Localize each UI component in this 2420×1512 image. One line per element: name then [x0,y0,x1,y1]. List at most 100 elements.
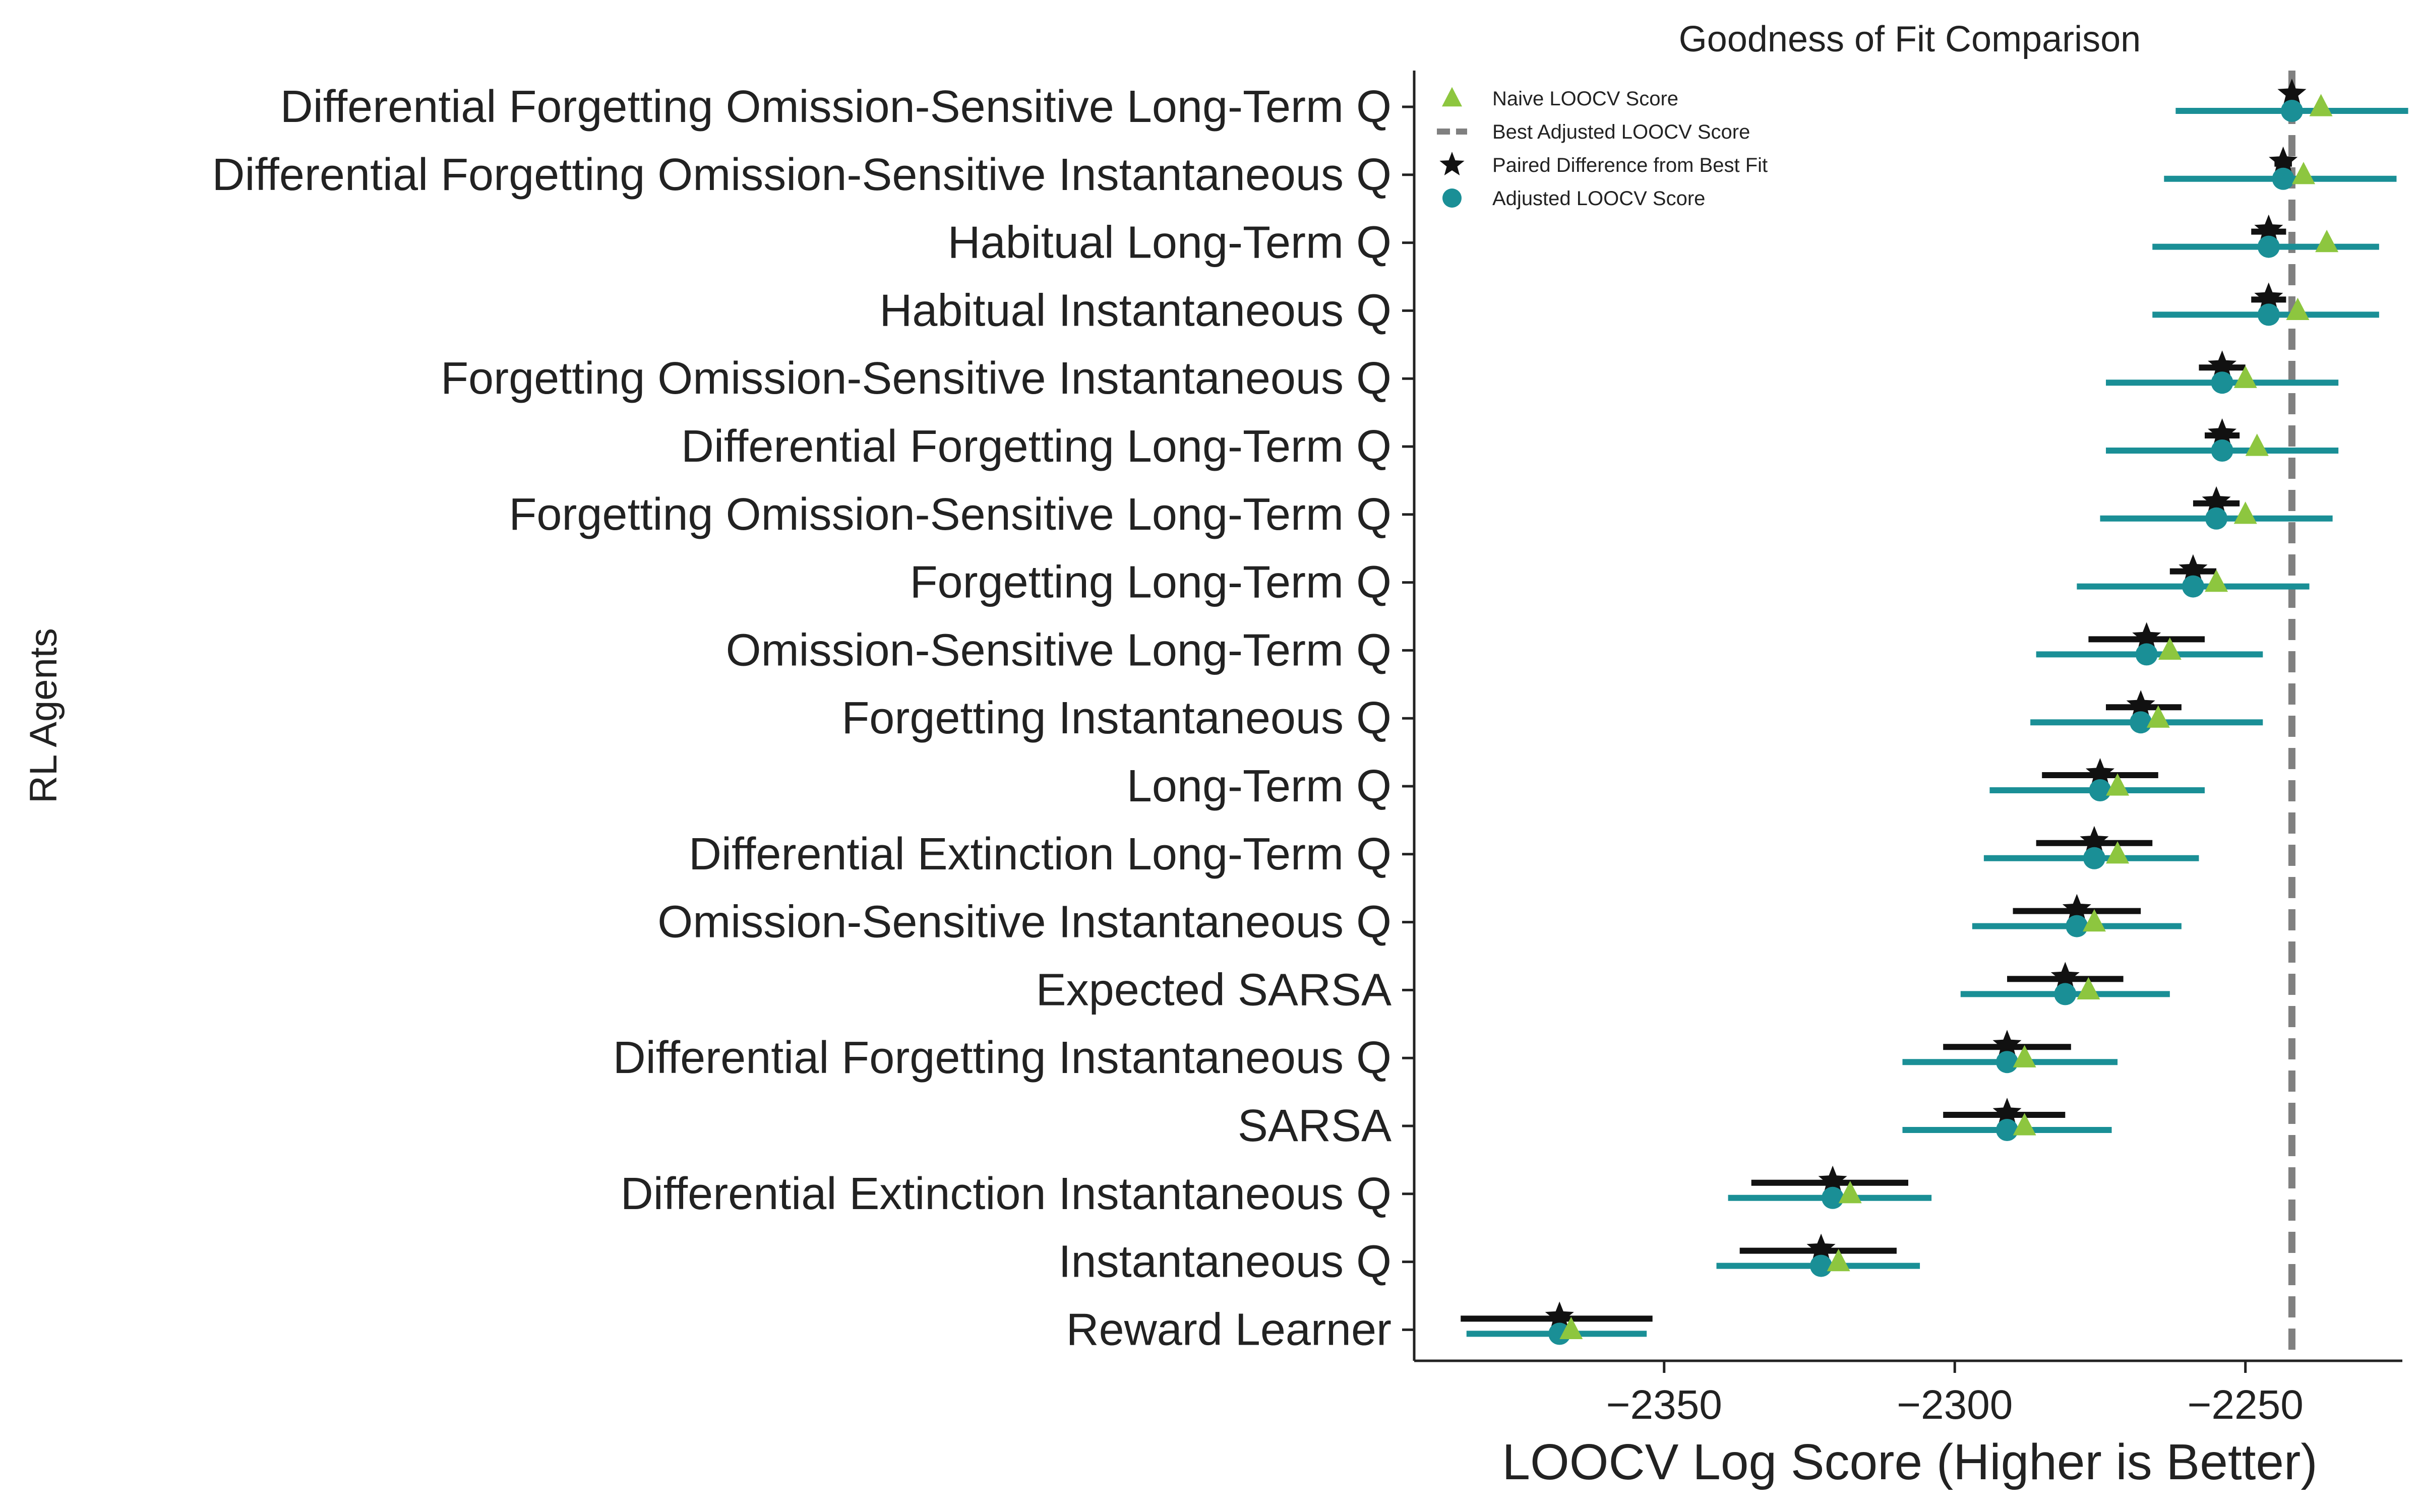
legend-adjusted-marker [1442,188,1462,208]
agent-row [2077,554,2310,598]
agent-label: Forgetting Omission-Sensitive Long-Term … [509,489,1392,540]
adjusted-point [2054,983,2077,1005]
agent-row [1461,1301,1653,1345]
paired-point [2277,79,2307,106]
agent-label: Reward Learner [1066,1304,1392,1355]
agent-label: Long-Term Q [1127,761,1392,811]
paired-point [2062,894,2091,921]
agent-row [1960,962,2170,1005]
adjusted-point [1548,1322,1571,1345]
agent-label: Differential Forgetting Long-Term Q [681,421,1392,472]
legend-label: Naive LOOCV Score [1492,88,1678,110]
agent-row [1902,1030,2118,1074]
naive-point [1838,1181,1862,1204]
naive-point [2286,297,2310,321]
x-tick-label: −2300 [1897,1382,2013,1428]
legend: Naive LOOCV Score Best Adjusted LOOCV Sco… [1437,87,1768,210]
naive-point [2315,229,2339,253]
naive-point [2146,705,2170,728]
legend-label: Adjusted LOOCV Score [1492,187,1705,210]
agent-row [1989,758,2205,801]
agent-row [1983,826,2199,869]
agent-label: Habitual Long-Term Q [948,218,1392,268]
naive-point [2082,909,2106,932]
paired-point [1806,1233,1836,1261]
paired-point [2208,350,2237,378]
agent-label: Expected SARSA [1036,965,1392,1015]
paired-point [1992,1030,2022,1057]
adjusted-point [2272,167,2294,190]
paired-point [2126,690,2155,718]
naive-point [1559,1316,1583,1340]
legend-naive-marker [1442,87,1462,107]
naive-point [2205,569,2228,592]
agent-row [2036,622,2263,666]
naive-point [2233,501,2257,524]
adjusted-point [1822,1186,1844,1209]
adjusted-point [2066,915,2088,937]
paired-point [1818,1165,1847,1193]
naive-point [2013,1045,2036,1067]
axes: Differential Forgetting Omission-Sensiti… [212,71,2402,1428]
adjusted-point [2211,439,2233,462]
agent-label: Omission-Sensitive Long-Term Q [726,625,1392,675]
adjusted-point [1996,1119,2018,1141]
agent-row [2152,282,2379,326]
agent-label: Differential Forgetting Instantaneous Q [613,1033,1392,1083]
agent-row [2106,418,2339,462]
naive-point [2245,433,2269,456]
agent-row [2106,350,2339,394]
naive-point [2292,162,2315,184]
naive-point [1827,1248,1850,1272]
x-tick-label: −2350 [1606,1382,1722,1428]
paired-point [1992,1098,2022,1125]
paired-point [2080,826,2109,854]
paired-point [2050,962,2080,989]
adjusted-point [2257,235,2280,258]
agent-row [2030,690,2263,734]
adjusted-point [2280,100,2303,122]
adjusted-point [2130,711,2152,734]
agent-row [2100,486,2333,530]
agent-label: Differential Extinction Instantaneous Q [621,1169,1392,1219]
legend-label: Paired Difference from Best Fit [1492,154,1768,176]
adjusted-point [2205,507,2228,530]
paired-point [2179,554,2208,582]
plot-area [1461,71,2408,1361]
paired-point [2202,486,2231,514]
x-axis-title: LOOCV Log Score (Higher is Better) [1502,1434,2317,1490]
paired-point [2085,758,2114,786]
adjusted-point [2083,847,2105,869]
adjusted-point [2211,371,2233,394]
agent-label: Forgetting Long-Term Q [910,557,1392,608]
paired-point [1545,1301,1574,1329]
agent-row [1716,1233,1920,1277]
chart-title: Goodness of Fit Comparison [1679,19,2141,59]
naive-point [2309,94,2333,116]
agent-label: Forgetting Omission-Sensitive Instantane… [441,353,1392,404]
paired-point [2254,214,2283,242]
adjusted-point [1810,1254,1833,1277]
x-tick-label: −2250 [2188,1382,2304,1428]
adjusted-point [1996,1051,2018,1074]
naive-point [2106,773,2130,796]
naive-point [2077,977,2100,1000]
naive-point [2158,637,2182,660]
agent-label: Differential Extinction Long-Term Q [689,829,1392,879]
agent-row [1902,1098,2112,1141]
y-axis-title: RL Agents [22,628,65,803]
agent-row [2152,214,2379,258]
adjusted-point [2089,779,2111,801]
naive-point [2233,365,2257,388]
legend-paired-marker [1439,152,1465,175]
agent-label: Habitual Instantaneous Q [879,285,1392,336]
agent-row [1728,1165,1932,1209]
agent-label: Differential Forgetting Omission-Sensiti… [212,150,1392,200]
paired-point [2269,146,2298,174]
agent-label: Instantaneous Q [1059,1237,1392,1287]
naive-point [2106,841,2130,864]
agent-label: Forgetting Instantaneous Q [841,693,1392,743]
adjusted-point [2182,575,2204,598]
